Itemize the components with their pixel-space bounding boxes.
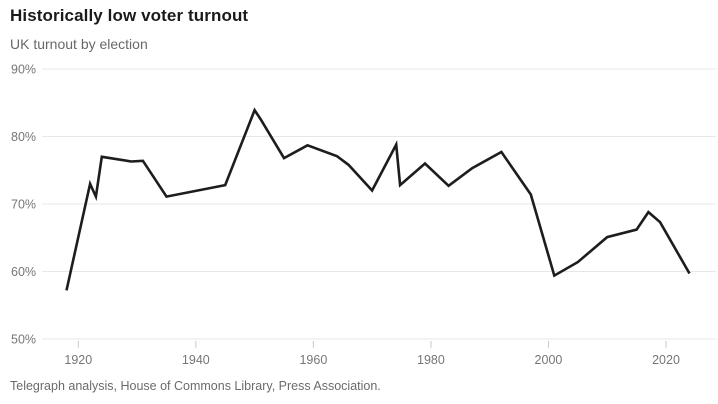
chart-subtitle: UK turnout by election bbox=[10, 36, 148, 52]
turnout-line bbox=[65, 107, 691, 291]
x-axis-label: 2000 bbox=[535, 353, 563, 367]
y-axis-label: 80% bbox=[11, 130, 36, 144]
x-axis-label: 1940 bbox=[182, 353, 210, 367]
chart-title: Historically low voter turnout bbox=[10, 6, 249, 25]
x-axis-label: 1980 bbox=[417, 353, 445, 367]
x-axis-label: 2020 bbox=[652, 353, 680, 367]
y-axis-label: 90% bbox=[11, 63, 36, 77]
y-axis-label: 50% bbox=[11, 333, 36, 347]
y-axis-label: 60% bbox=[11, 265, 36, 279]
x-axis-label: 1960 bbox=[299, 353, 327, 367]
x-axis-label: 1920 bbox=[64, 353, 92, 367]
chart-source-note: Telegraph analysis, House of Commons Lib… bbox=[10, 379, 381, 393]
y-axis-label: 70% bbox=[11, 198, 36, 212]
